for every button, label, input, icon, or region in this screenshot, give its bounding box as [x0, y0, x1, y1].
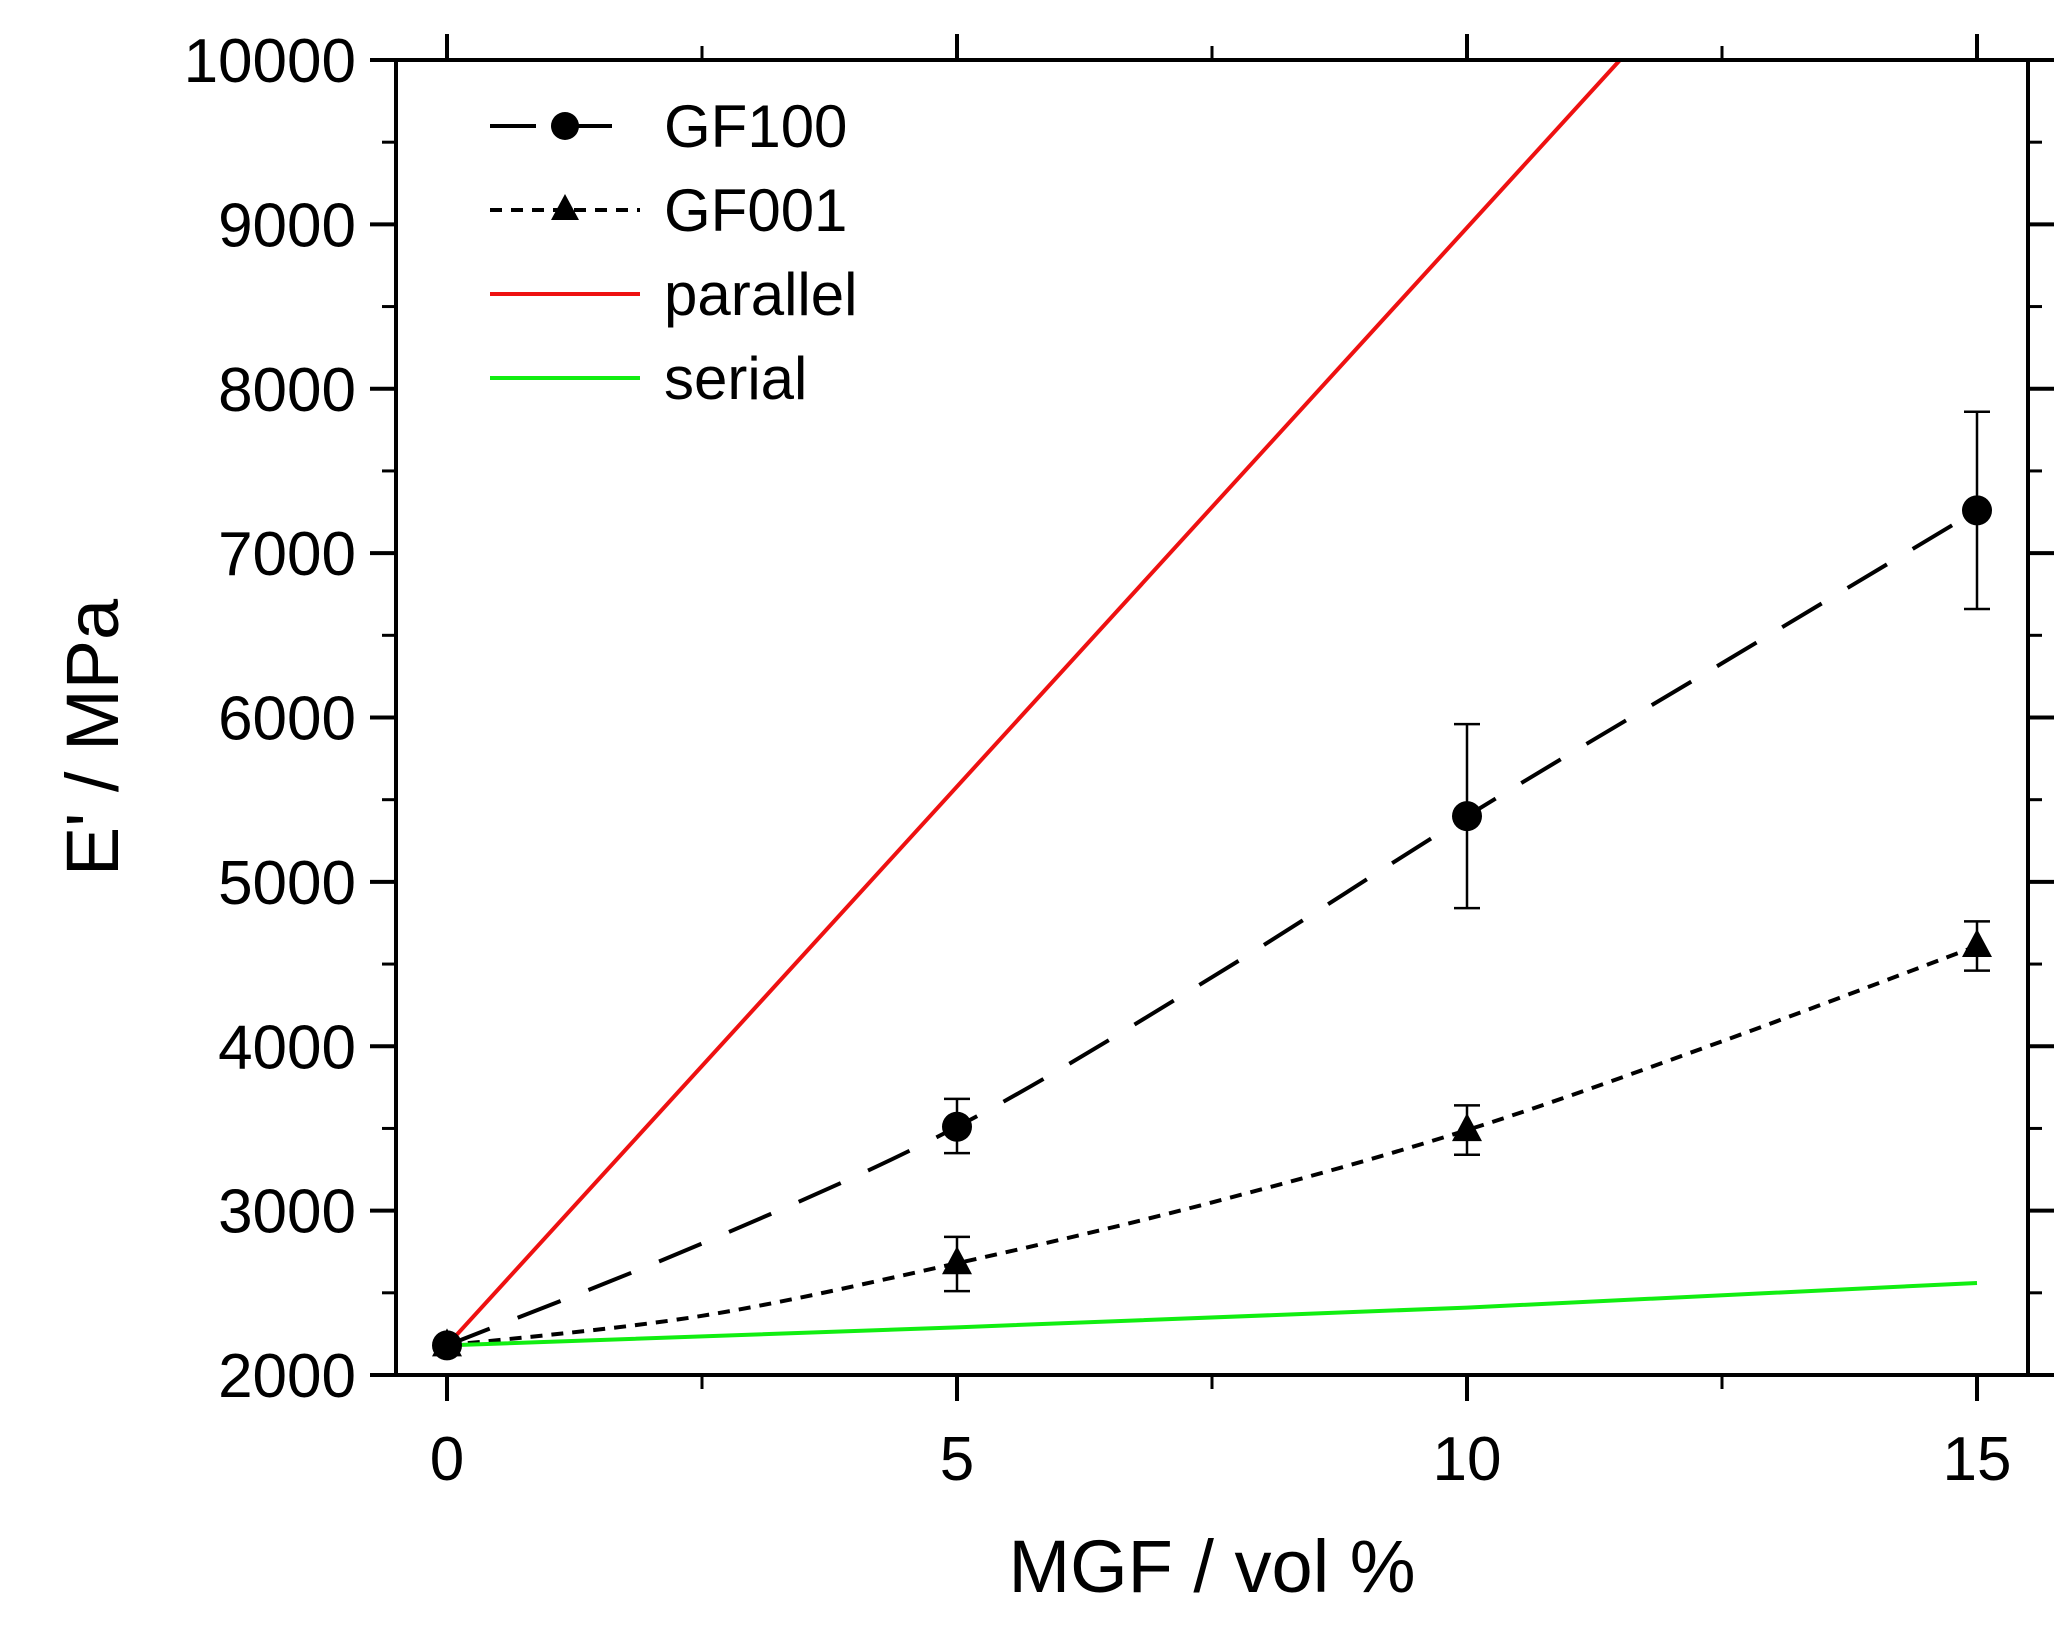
data-point-gf100	[1452, 801, 1482, 832]
y-tick-label: 8000	[218, 356, 356, 425]
series-line-gf001	[446, 944, 1978, 1348]
legend-label-serial: serial	[664, 345, 807, 412]
y-tick-label: 10000	[184, 27, 356, 96]
series-line-gf100	[446, 508, 1979, 1348]
y-tick-label: 6000	[218, 685, 356, 754]
legend-marker-gf001	[551, 194, 579, 220]
legend: GF100 GF001 parallel serial	[490, 93, 857, 412]
y-axis-label: E' / MPa	[51, 598, 134, 876]
series-line-serial	[446, 1280, 1978, 1348]
data-point-gf001	[942, 1246, 972, 1275]
y-tick-label: 5000	[218, 849, 356, 918]
plot-frame	[394, 58, 2030, 1377]
series-line-parallel	[445, 58, 1622, 1347]
x-axis-label: MGF / vol %	[1008, 1525, 1415, 1608]
data-point-gf001	[432, 1328, 462, 1357]
data-point-gf001	[1962, 928, 1992, 957]
y-tick-label: 3000	[218, 1178, 356, 1247]
x-tick-label: 5	[940, 1425, 974, 1494]
y-tick-label: 9000	[218, 191, 356, 260]
x-tick-label: 10	[1433, 1425, 1502, 1494]
plot-marks	[432, 58, 1992, 1361]
axis-ticks	[370, 34, 2054, 1401]
y-tick-label: 7000	[218, 520, 356, 589]
legend-label-gf100: GF100	[664, 93, 847, 160]
legend-label-gf001: GF001	[664, 177, 847, 244]
data-point-gf001	[1452, 1113, 1482, 1142]
x-tick-label: 15	[1943, 1425, 2012, 1494]
legend-marker-gf100	[551, 112, 579, 140]
data-point-gf100	[1962, 495, 1992, 526]
y-tick-label: 4000	[218, 1013, 356, 1082]
legend-label-parallel: parallel	[664, 261, 857, 328]
tick-labels: 0 5 10 15 2000 3000 4000 5000 6000 7000 8000 9000 10…	[184, 27, 2012, 1494]
data-point-gf100	[942, 1111, 972, 1142]
x-tick-label: 0	[430, 1425, 464, 1494]
y-tick-label: 2000	[218, 1342, 356, 1411]
